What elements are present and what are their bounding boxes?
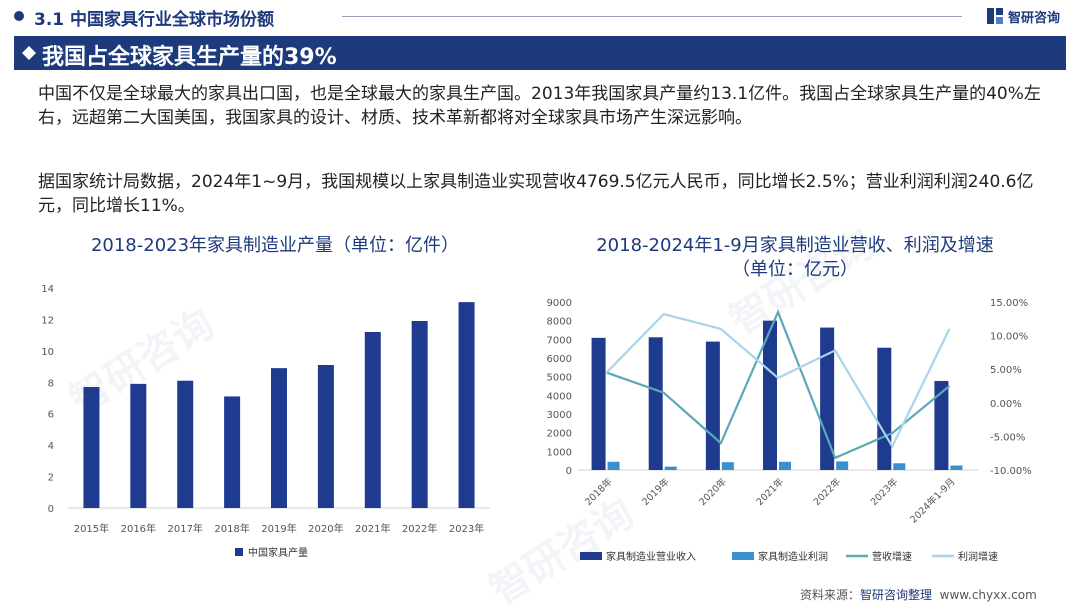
- y-right-tick-label: 5.00%: [990, 365, 1022, 376]
- chart2-title: 2018-2024年1-9月家具制造业营收、利润及增速 （单位：亿元）: [540, 234, 1050, 282]
- x-tick-label: 2017年: [167, 522, 202, 535]
- profit-bar: [779, 461, 791, 470]
- brand-logo-icon: [987, 8, 1003, 24]
- x-tick-label: 2021年: [754, 475, 787, 508]
- profit-bar: [950, 465, 963, 470]
- x-tick-label: 2020年: [308, 522, 343, 535]
- bar: [224, 396, 241, 508]
- x-tick-label: 2020年: [697, 475, 730, 508]
- revenue-growth-line: [606, 309, 951, 460]
- y-left-tick-label: 2000: [547, 429, 572, 440]
- y-left-tick-label: 3000: [547, 410, 572, 421]
- section-title: 3.1 中国家具行业全球市场份额: [34, 10, 275, 30]
- y-right-tick-label: 10.00%: [990, 332, 1028, 343]
- y-tick-label: 0: [48, 504, 54, 515]
- revenue-bar: [934, 380, 949, 470]
- y-left-tick-label: 7000: [547, 335, 572, 346]
- x-tick-label: 2015年: [74, 522, 109, 535]
- x-tick-label: 2018年: [214, 522, 249, 535]
- revenue-bar: [763, 320, 777, 470]
- bar: [411, 321, 428, 508]
- stats-paragraph: 据国家统计局数据，2024年1~9月，我国规模以上家具制造业实现营收4769.5…: [38, 172, 1034, 216]
- profit-bar: [836, 461, 849, 470]
- diamond-icon: [22, 46, 36, 60]
- y-left-tick-label: 0: [566, 466, 572, 477]
- source-label: 资料来源：: [800, 588, 861, 602]
- y-left-tick-label: 8000: [547, 317, 572, 328]
- x-tick-label: 2024年1-9月: [908, 476, 958, 526]
- legend-label: 家具制造业利润: [758, 550, 828, 563]
- bullet-dot-icon: [14, 11, 24, 21]
- bar: [364, 332, 381, 508]
- y-left-tick-label: 5000: [547, 373, 572, 384]
- y-tick-label: 6: [48, 410, 54, 421]
- y-tick-label: 12: [41, 315, 54, 326]
- bar: [271, 368, 287, 508]
- y-tick-label: 4: [48, 441, 54, 452]
- header-rule: [342, 16, 962, 17]
- y-tick-label: 8: [48, 378, 54, 389]
- profit-bar: [664, 466, 677, 470]
- y-left-tick-label: 9000: [547, 298, 572, 309]
- revenue-profit-combo-chart: 0 1000 2000 3000 4000 5000 6000 7000 8000 9000 -10…: [547, 298, 1032, 563]
- brand-logo: 智研咨询: [986, 6, 1076, 28]
- profit-bar: [893, 463, 906, 470]
- bar: [130, 383, 147, 508]
- legend-label: 营收增速: [872, 550, 912, 563]
- headline-title: 我国占全球家具生产量的39%: [42, 45, 337, 70]
- headline-banner: 我国占全球家具生产量的39%: [14, 36, 1066, 70]
- revenue-bar: [648, 337, 663, 470]
- profit-bar: [721, 462, 734, 470]
- bar: [83, 387, 100, 508]
- y-right-tick-label: 15.00%: [990, 298, 1028, 309]
- x-tick-label: 2016年: [121, 522, 156, 535]
- revenue-bar: [705, 341, 720, 470]
- top-bar: 3.1 中国家具行业全球市场份额 智研咨询: [0, 0, 1080, 34]
- y-right-tick-label: 0.00%: [990, 399, 1022, 410]
- x-tick-label: 2023年: [449, 522, 484, 535]
- legend-swatch: [580, 552, 602, 560]
- y-tick-label: 10: [41, 347, 54, 358]
- y-tick-label: 2: [48, 473, 54, 484]
- y-left-tick-label: 4000: [547, 391, 572, 402]
- production-bar-chart: 0 2 4 6 8 10 12 14 2015年 2016年 2017年 2018年 2019年 2020…: [41, 284, 490, 559]
- x-tick-label: 2019年: [261, 522, 296, 535]
- source-url: www.chyxx.com: [939, 588, 1037, 602]
- revenue-bar: [820, 327, 835, 470]
- revenue-bar: [877, 347, 892, 470]
- profit-growth-line: [605, 312, 951, 449]
- profit-bar: [607, 461, 620, 470]
- x-tick-label: 2022年: [402, 522, 437, 535]
- legend-swatch: [732, 552, 754, 560]
- brand-name: 智研咨询: [1008, 11, 1061, 26]
- x-tick-label: 2022年: [811, 475, 844, 508]
- chart2-title-main: 2018-2024年1-9月家具制造业营收、利润及增速: [596, 235, 994, 256]
- source-value: 智研咨询整理: [860, 588, 933, 602]
- revenue-bar: [591, 337, 606, 470]
- x-tick-label: 2023年: [868, 475, 901, 508]
- y-left-tick-label: 1000: [547, 447, 572, 458]
- legend-label: 中国家具产量: [248, 546, 308, 559]
- y-right-tick-label: -5.00%: [990, 432, 1025, 443]
- x-tick-label: 2018年: [582, 475, 615, 508]
- x-tick-label: 2021年: [355, 522, 390, 535]
- intro-paragraph: 中国不仅是全球最大的家具出口国，也是全球最大的家具生产国。2013年我国家具产量…: [38, 84, 1041, 128]
- y-left-tick-label: 6000: [547, 354, 572, 365]
- bar: [458, 302, 475, 508]
- y-right-tick-label: -10.00%: [990, 466, 1032, 477]
- legend-label: 家具制造业营业收入: [606, 550, 696, 563]
- chart2-title-unit: （单位：亿元）: [732, 259, 858, 280]
- y-tick-label: 14: [41, 284, 54, 295]
- legend-label: 利润增速: [958, 550, 998, 563]
- legend-swatch: [235, 548, 243, 556]
- bar: [177, 380, 194, 508]
- bar: [317, 365, 334, 508]
- source-note: 资料来源：智研咨询整理 www.chyxx.com: [800, 586, 1037, 603]
- x-tick-label: 2019年: [640, 475, 673, 508]
- chart1-title: 2018-2023年家具制造业产量（单位：亿件）: [90, 235, 460, 256]
